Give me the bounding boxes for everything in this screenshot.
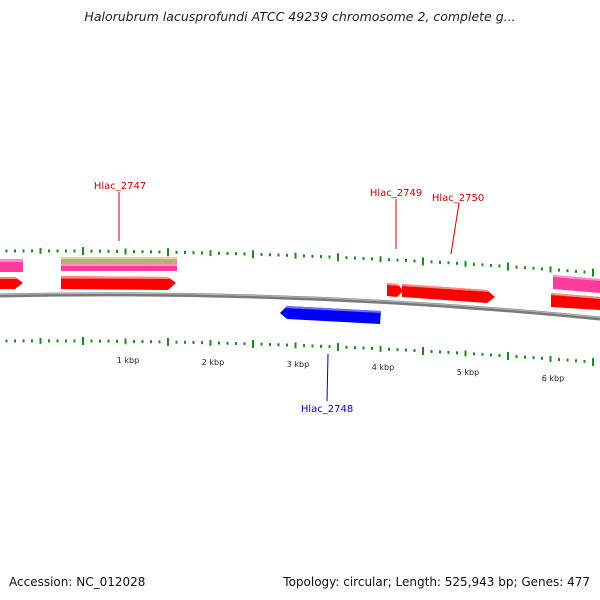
- leader-line-hlac-2748: [326, 353, 329, 402]
- gene-label-hlac-2748[interactable]: Hlac_2748: [301, 404, 353, 415]
- forward-cds-hlac-2747[interactable]: [61, 276, 176, 290]
- gene-label-hlac-2749[interactable]: Hlac_2749: [370, 188, 422, 199]
- feature-group-hlac-2747[interactable]: [61, 257, 177, 290]
- scale-label-4kbp: 4 kbp: [372, 363, 394, 372]
- forward-cds-left-edge[interactable]: [0, 277, 23, 289]
- rna-feature-bar[interactable]: [61, 264, 177, 271]
- feature-group-hlac-2749[interactable]: [387, 283, 403, 297]
- scale-label-1kbp: 1 kbp: [117, 356, 139, 365]
- topology-summary: Topology: circular; Length: 525,943 bp; …: [283, 575, 590, 589]
- scale-label-6kbp: 6 kbp: [542, 374, 564, 383]
- tick-ring-lower: [5, 336, 594, 367]
- tick-ring-upper: [5, 247, 594, 277]
- other-feature-bar[interactable]: [61, 257, 177, 264]
- gene-label-hlac-2747[interactable]: Hlac_2747: [94, 181, 146, 192]
- forward-cds-hlac-2750[interactable]: [402, 284, 495, 303]
- chromosome-backbone: [0, 292, 600, 321]
- feature-group-hlac-2748[interactable]: [280, 306, 381, 324]
- gene-label-hlac-2750[interactable]: Hlac_2750: [432, 193, 484, 204]
- chromosome-backbone-highlight: [0, 292, 600, 318]
- map-title: Halorubrum lacusprofundi ATCC 49239 chro…: [84, 9, 516, 24]
- scale-label-5kbp: 5 kbp: [457, 368, 479, 377]
- rna-feature-left-edge[interactable]: [0, 259, 23, 272]
- scale-label-3kbp: 3 kbp: [287, 360, 309, 369]
- feature-group-left-edge[interactable]: [0, 259, 23, 289]
- scale-label-2kbp: 2 kbp: [202, 358, 224, 367]
- accession-text: Accession: NC_012028: [9, 575, 146, 589]
- feature-group-right-edge[interactable]: [551, 275, 600, 310]
- forward-cds-hlac-2749[interactable]: [387, 283, 403, 297]
- feature-group-hlac-2750[interactable]: [402, 284, 495, 303]
- leader-line-hlac-2750: [450, 202, 460, 255]
